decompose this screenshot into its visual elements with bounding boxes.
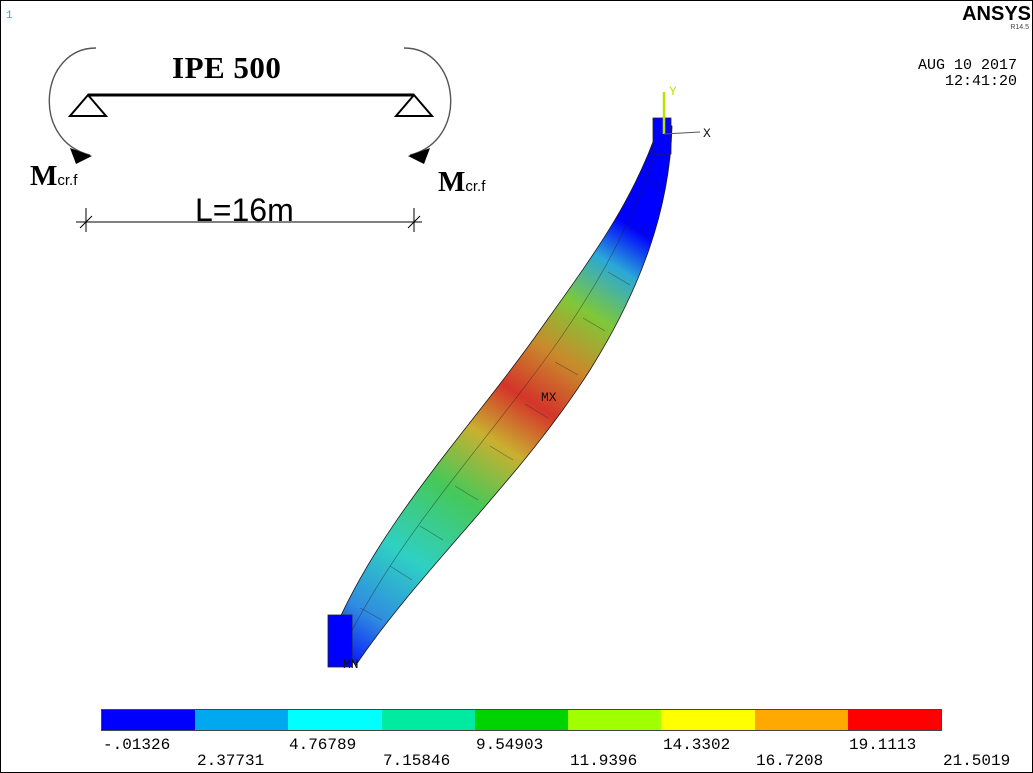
moment-label-right: Mcr.f xyxy=(438,166,485,199)
date-text: AUG 10 2017 xyxy=(917,57,1017,74)
timestamp: AUG 10 2017 12:41:20 xyxy=(918,58,1017,90)
dimension-slash-left xyxy=(79,215,93,229)
beam-contour xyxy=(329,121,673,666)
legend-band-2 xyxy=(195,710,289,730)
right-moment-arrow-icon xyxy=(408,148,430,164)
legend-band-7 xyxy=(661,710,755,730)
beam-flange-line xyxy=(341,123,665,651)
time-text: 12:41:20 xyxy=(944,73,1017,90)
moment-subscript: cr.f xyxy=(57,172,78,189)
legend-band-1 xyxy=(102,710,196,730)
legend-band-6 xyxy=(568,710,662,730)
product-version: R14.5 xyxy=(1010,24,1029,31)
beam-end-bottom xyxy=(327,614,353,668)
right-support-icon xyxy=(393,93,435,117)
left-moment-arc xyxy=(48,47,97,156)
right-moment-arc xyxy=(403,47,452,156)
legend-label: 16.7208 xyxy=(756,752,824,770)
window-number: 1 xyxy=(6,10,13,22)
left-support-icon xyxy=(67,93,109,117)
triad-y-label: Y xyxy=(669,84,677,99)
legend-label: 19.1113 xyxy=(849,736,917,754)
stiffener-lines xyxy=(359,179,665,621)
legend-label: -.01326 xyxy=(103,736,171,754)
max-marker: MX xyxy=(541,390,557,405)
product-name: ANSYS xyxy=(962,3,1031,25)
moment-subscript: cr.f xyxy=(465,178,486,195)
legend-label: 21.5019 xyxy=(943,752,1011,770)
legend-label: 7.15846 xyxy=(383,752,451,770)
beam-end-top xyxy=(652,117,672,155)
left-moment-arrow-icon xyxy=(70,148,92,164)
ansys-logo: ANSYS R14.5 xyxy=(962,4,1031,31)
legend-label: 4.76789 xyxy=(289,736,357,754)
legend-band-5 xyxy=(474,710,569,730)
x-axis-arrow xyxy=(663,131,701,135)
legend-band-9 xyxy=(847,710,941,730)
dimension-slash-right xyxy=(407,215,421,229)
legend-label: 14.3302 xyxy=(663,736,731,754)
min-marker: MN xyxy=(343,657,359,672)
span-length: L=16m xyxy=(195,192,294,228)
section-title: IPE 500 xyxy=(172,50,282,85)
legend-label: 2.37731 xyxy=(197,752,265,770)
legend-label: 11.9396 xyxy=(570,752,638,770)
contour-legend xyxy=(101,709,942,731)
legend-band-3 xyxy=(288,710,382,730)
legend-band-4 xyxy=(381,710,475,730)
moment-label-left: Mcr.f xyxy=(30,160,77,193)
triad-x-label: X xyxy=(703,126,711,141)
legend-band-8 xyxy=(754,710,848,730)
moment-symbol: M xyxy=(438,166,466,198)
legend-label: 9.54903 xyxy=(476,736,544,754)
moment-symbol: M xyxy=(30,160,58,192)
